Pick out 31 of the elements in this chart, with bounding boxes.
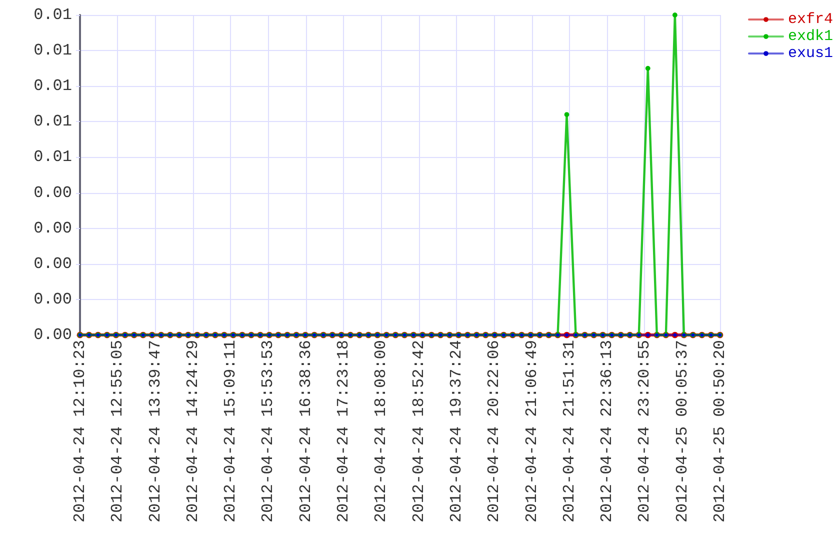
x-tick-label: 2012-04-24 21:51:31 bbox=[560, 340, 578, 522]
x-tick-label: 2012-04-24 15:09:11 bbox=[222, 340, 240, 522]
x-tick-label: 2012-04-24 18:52:42 bbox=[410, 340, 428, 522]
x-tick-label: 2012-04-24 18:08:00 bbox=[372, 340, 390, 522]
x-tick-label: 2012-04-24 12:10:23 bbox=[71, 340, 89, 522]
x-tick-label: 2012-04-24 16:38:36 bbox=[296, 340, 315, 522]
x-tick-label: 2012-04-24 13:39:47 bbox=[146, 340, 164, 522]
x-tick-label: 2012-04-24 22:36:13 bbox=[598, 340, 616, 522]
x-tick-label: 2012-04-24 21:06:49 bbox=[522, 340, 541, 522]
y-tick-label: 0.01 bbox=[34, 148, 72, 166]
x-tick-label: 2012-04-25 00:50:20 bbox=[711, 340, 729, 522]
x-tick-label: 2012-04-24 19:37:24 bbox=[447, 340, 466, 522]
y-tick-label: 0.00 bbox=[34, 290, 72, 308]
y-tick-label: 0.01 bbox=[34, 42, 72, 60]
y-tick-label: 0.00 bbox=[34, 184, 72, 202]
legend-label: exus1 bbox=[788, 45, 834, 62]
y-tick-label: 0.01 bbox=[34, 77, 72, 96]
x-tick-label: 2012-04-25 00:05:37 bbox=[673, 340, 692, 522]
y-tick-label: 0.00 bbox=[34, 219, 72, 238]
x-tick-label: 2012-04-24 23:20:55 bbox=[636, 340, 654, 522]
y-tick-label: 0.00 bbox=[34, 254, 72, 273]
x-tick-label: 2012-04-24 15:53:53 bbox=[259, 340, 278, 522]
y-tick-label: 0.01 bbox=[34, 6, 72, 24]
x-tick-label: 2012-04-24 20:22:06 bbox=[485, 340, 504, 522]
legend-label: exdk1 bbox=[788, 28, 834, 45]
x-tick-label: 2012-04-24 12:55:05 bbox=[108, 340, 127, 522]
y-tick-label: 0.01 bbox=[34, 112, 72, 131]
x-tick-label: 2012-04-24 14:24:29 bbox=[184, 340, 202, 522]
legend-label: exfr4 bbox=[788, 11, 834, 28]
x-tick-label: 2012-04-24 17:23:18 bbox=[334, 340, 353, 522]
y-tick-label: 0.00 bbox=[34, 326, 72, 344]
